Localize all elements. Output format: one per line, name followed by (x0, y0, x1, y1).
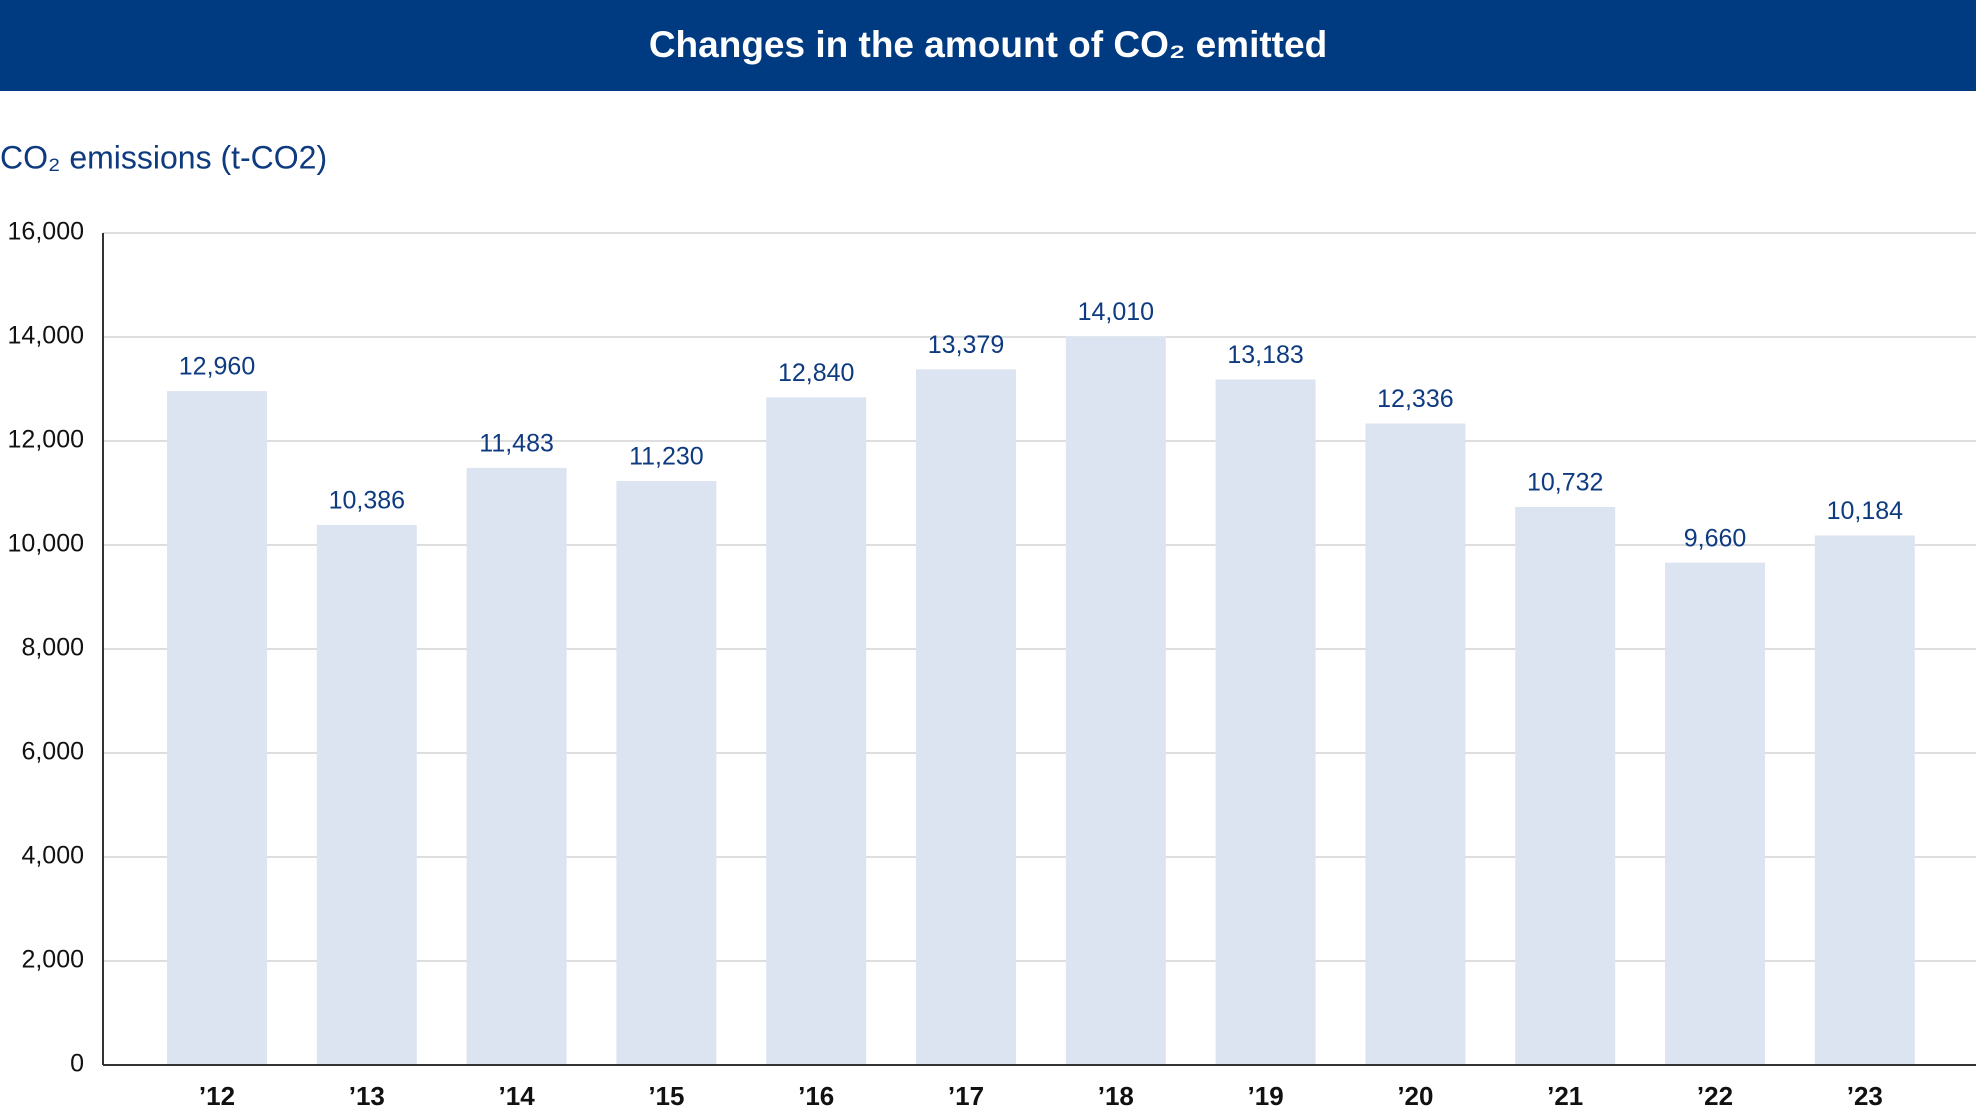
bar (167, 391, 267, 1066)
x-tick-label: ’23 (1847, 1081, 1883, 1109)
value-label: 10,732 (1527, 469, 1603, 497)
x-tick-label: ’12 (199, 1081, 235, 1109)
x-tick-label: ’21 (1547, 1081, 1583, 1109)
header-bar (0, 0, 1976, 91)
value-label: 12,960 (179, 353, 255, 381)
value-label: 10,386 (329, 487, 405, 515)
x-tick-label: ’16 (798, 1081, 834, 1109)
value-label: 12,840 (778, 359, 854, 387)
y-tick-label: 0 (70, 1050, 84, 1078)
x-tick-label: ’20 (1397, 1081, 1433, 1109)
y-tick-label: 6,000 (21, 738, 84, 766)
bar (1215, 379, 1316, 1065)
x-tick-label: ’18 (1098, 1081, 1134, 1109)
chart-title: Changes in the amount of CO₂ emitted (649, 24, 1327, 65)
y-tick-label: 4,000 (21, 842, 84, 870)
bar (916, 369, 1016, 1065)
x-tick-label: ’13 (349, 1081, 385, 1109)
y-tick-label: 14,000 (8, 322, 84, 350)
y-tick-label: 8,000 (21, 634, 84, 662)
x-tick-label: ’19 (1248, 1081, 1284, 1109)
value-label: 11,483 (479, 429, 554, 457)
x-tick-label: ’22 (1697, 1081, 1733, 1109)
bar (316, 524, 417, 1065)
value-label: 9,660 (1684, 524, 1747, 552)
value-label: 10,184 (1827, 497, 1904, 525)
y-tick-label: 16,000 (8, 218, 84, 246)
y-tick-label: 2,000 (21, 946, 84, 974)
value-label: 13,183 (1227, 341, 1303, 369)
x-tick-label: ’17 (948, 1081, 984, 1109)
y-tick-label: 12,000 (8, 426, 84, 454)
bar (616, 481, 717, 1065)
bar (766, 397, 867, 1065)
bar (1814, 535, 1915, 1065)
value-label: 14,010 (1078, 298, 1154, 326)
value-label: 13,379 (928, 331, 1004, 359)
bar (1065, 336, 1166, 1066)
y-axis-label: CO₂ emissions (t-CO2) (0, 139, 327, 175)
y-tick-label: 10,000 (8, 530, 84, 558)
value-label: 12,336 (1377, 385, 1453, 413)
x-tick-label: ’15 (648, 1081, 684, 1109)
bar (1665, 562, 1765, 1065)
bar (1515, 506, 1616, 1065)
bar (466, 467, 567, 1065)
bar (1365, 423, 1466, 1065)
x-tick-label: ’14 (499, 1081, 536, 1109)
value-label: 11,230 (629, 443, 704, 471)
